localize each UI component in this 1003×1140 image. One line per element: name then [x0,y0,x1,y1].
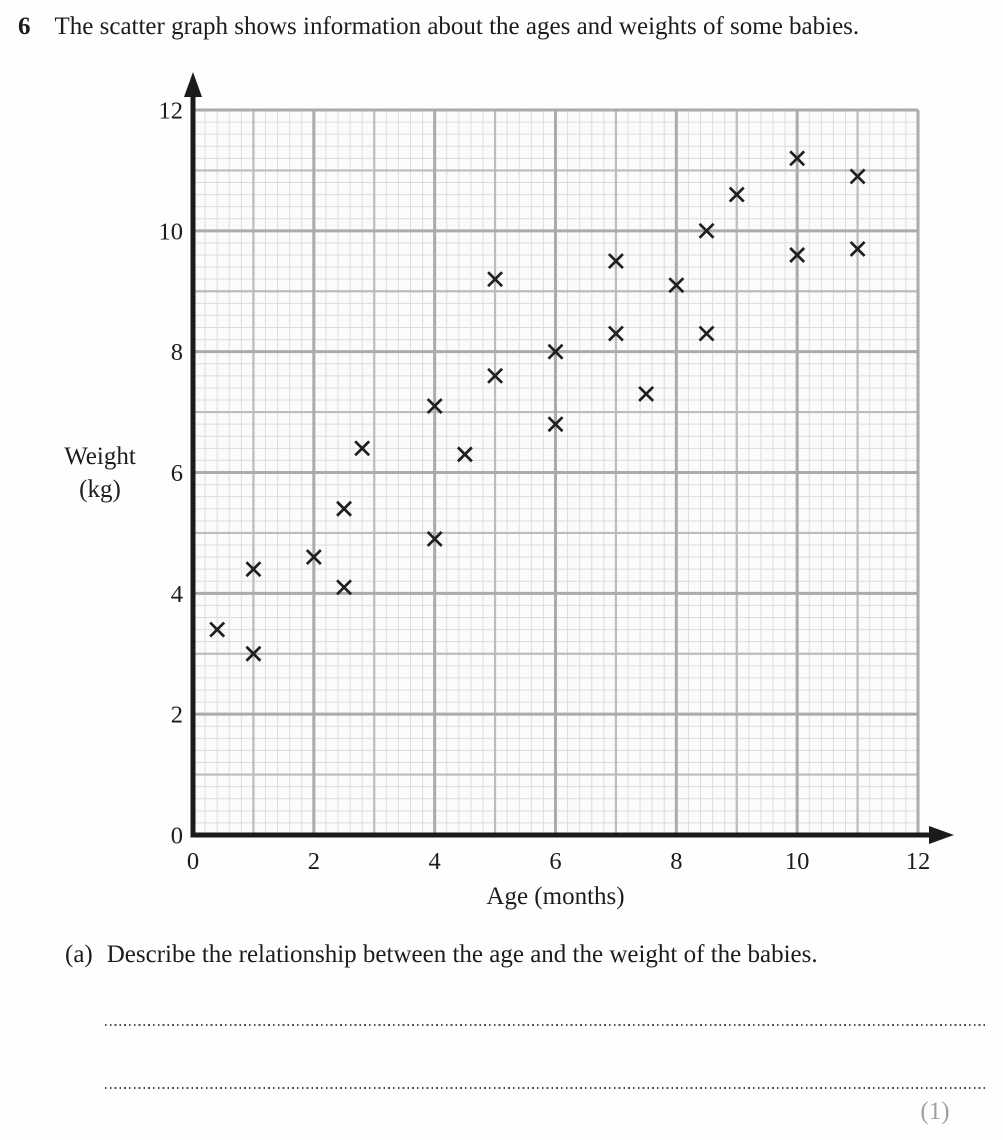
y-tick-label: 6 [171,460,183,487]
x-tick-label: 0 [187,848,199,875]
scatter-graph: 0 2 4 6 8 10 12 0 2 4 6 8 10 12 [159,72,954,875]
part-a-label: (a) [65,941,93,968]
part-a-text: Describe the relationship between the ag… [106,941,818,968]
data-point-marker [487,367,504,384]
marks-badge: (1) [920,1098,950,1125]
data-point-marker [336,500,352,517]
data-point-marker [245,645,262,662]
data-point-marker [849,168,866,185]
x-tick-label: 12 [906,848,931,875]
x-axis-arrow [929,826,954,844]
data-point-marker [354,440,371,457]
data-point-marker [487,271,504,288]
x-tick-label: 2 [308,848,320,875]
data-point-marker [849,241,866,257]
data-point-marker [638,386,655,402]
data-point-marker [728,186,745,203]
y-tick-label: 0 [171,823,183,850]
question-header: 6 The scatter graph shows information ab… [18,12,995,42]
data-point-marker [426,398,443,414]
y-axis-arrow [184,72,202,97]
axes [190,95,940,838]
data-point-marker [305,549,322,566]
data-point-marker [789,247,806,263]
x-tick-label: 8 [670,848,682,875]
answer-line-2 [105,1087,985,1089]
y-tick-label: 2 [171,702,183,729]
data-point-marker [456,446,473,463]
x-tick-label: 6 [549,848,561,875]
data-points [209,150,866,662]
y-tick-label: 12 [159,97,184,124]
x-axis-label: Age (months) [486,883,625,910]
y-tick-label: 8 [171,339,183,366]
y-axis-label-line2: (kg) [79,475,121,503]
data-point-marker [209,621,226,638]
data-point-marker [698,222,715,239]
part-a-question: (a) Describe the relationship between th… [65,941,983,969]
answer-line-1 [105,1024,985,1026]
x-tick-labels: 0 2 4 6 8 10 12 [187,848,930,875]
y-axis-label-line1: Weight [64,443,136,470]
data-point-marker [789,150,806,167]
y-axis-label: Weight (kg) [40,441,160,506]
data-point-marker [547,416,564,433]
data-point-marker [698,325,715,342]
x-tick-label: 4 [429,848,441,875]
question-text: The scatter graph shows information abou… [54,13,860,40]
x-tick-label: 10 [785,848,810,875]
data-point-marker [607,253,624,269]
data-point-marker [245,561,262,578]
question-number: 6 [18,13,31,40]
data-point-marker [336,579,352,596]
data-point-marker [607,325,624,342]
data-point-marker [668,277,685,294]
data-point-marker [547,343,564,360]
y-tick-label: 10 [159,218,184,245]
y-tick-label: 4 [171,581,183,608]
data-point-marker [426,531,443,547]
y-tick-labels: 0 2 4 6 8 10 12 [159,97,184,849]
